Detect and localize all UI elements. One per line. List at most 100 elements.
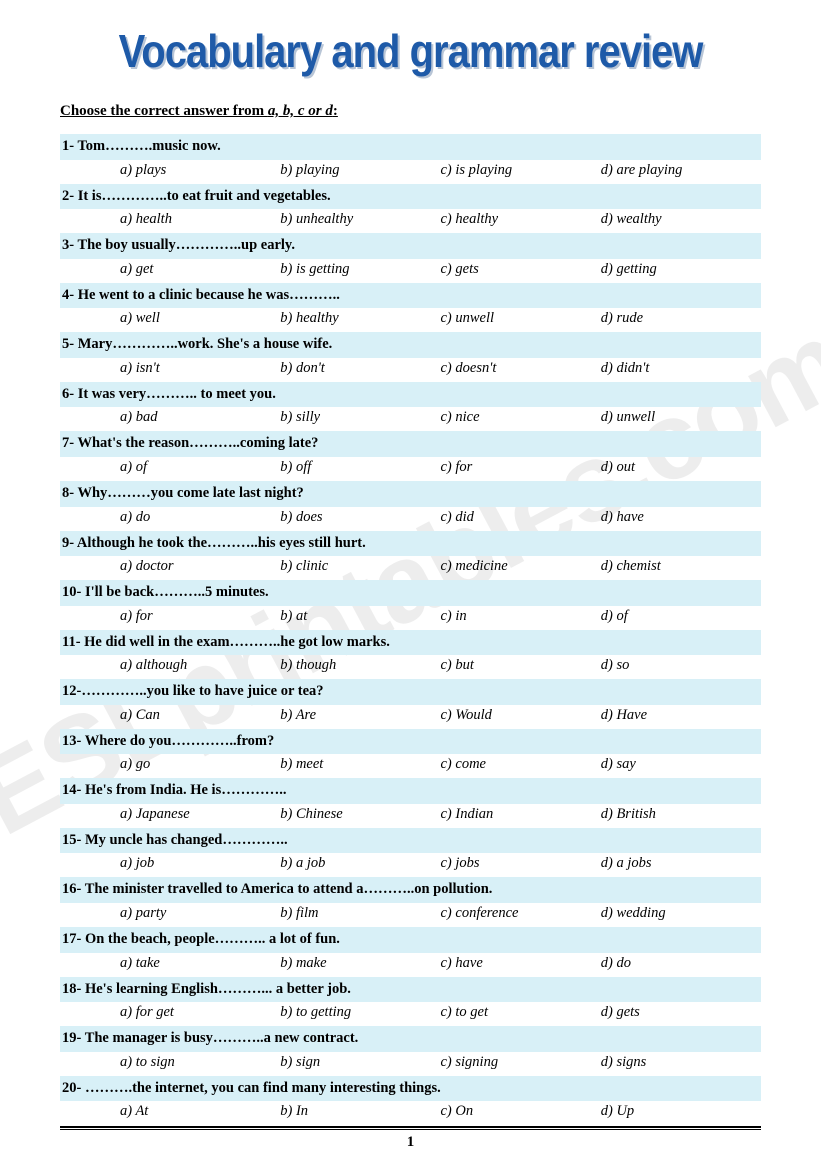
question-row: 14- He's from India. He is…………..a) Japan…	[60, 778, 761, 826]
question-prompt: 13- Where do you…………..from?	[60, 729, 761, 755]
option-a: a) well	[120, 310, 280, 327]
option-d: d) didn't	[601, 360, 761, 377]
option-a: a) although	[120, 657, 280, 674]
question-prompt: 20- ……….the internet, you can find many …	[60, 1076, 761, 1102]
options-row: a) doctorb) clinicc) medicined) chemist	[60, 556, 761, 578]
options-row: a) ofb) offc) ford) out	[60, 457, 761, 479]
options-row: a) getb) is gettingc) getsd) getting	[60, 259, 761, 281]
option-c: c) come	[441, 756, 601, 773]
option-a: a) take	[120, 955, 280, 972]
options-row: a) partyb) filmc) conferenced) wedding	[60, 903, 761, 925]
options-row: a) Atb) Inc) Ond) Up	[60, 1101, 761, 1123]
page-title: Vocabulary and grammar review	[60, 27, 761, 79]
option-c: c) is playing	[441, 162, 601, 179]
option-a: a) for get	[120, 1004, 280, 1021]
option-d: d) of	[601, 608, 761, 625]
option-b: b) unhealthy	[280, 211, 440, 228]
option-a: a) At	[120, 1103, 280, 1120]
options-row: a) althoughb) thoughc) butd) so	[60, 655, 761, 677]
option-a: a) go	[120, 756, 280, 773]
question-row: 11- He did well in the exam………..he got l…	[60, 630, 761, 678]
option-b: b) meet	[280, 756, 440, 773]
option-d: d) are playing	[601, 162, 761, 179]
option-d: d) signs	[601, 1054, 761, 1071]
option-a: a) get	[120, 261, 280, 278]
footer-rule-thin	[60, 1129, 761, 1130]
option-d: d) getting	[601, 261, 761, 278]
question-prompt: 4- He went to a clinic because he was…………	[60, 283, 761, 309]
option-c: c) gets	[441, 261, 601, 278]
option-b: b) a job	[280, 855, 440, 872]
question-prompt: 11- He did well in the exam………..he got l…	[60, 630, 761, 656]
option-b: b) In	[280, 1103, 440, 1120]
options-row: a) Canb) Arec) Wouldd) Have	[60, 705, 761, 727]
option-a: a) isn't	[120, 360, 280, 377]
option-c: c) nice	[441, 409, 601, 426]
option-c: c) to get	[441, 1004, 601, 1021]
question-row: 6- It was very……….. to meet you.a) badb)…	[60, 382, 761, 430]
question-prompt: 14- He's from India. He is…………..	[60, 778, 761, 804]
option-a: a) bad	[120, 409, 280, 426]
option-c: c) have	[441, 955, 601, 972]
option-a: a) health	[120, 211, 280, 228]
options-row: a) healthb) unhealthyc) healthyd) wealth…	[60, 209, 761, 231]
options-row: a) for b) atc) ind) of	[60, 606, 761, 628]
footer-rule-thick	[60, 1126, 761, 1128]
question-row: 9- Although he took the………..his eyes sti…	[60, 531, 761, 579]
option-b: b) at	[280, 608, 440, 625]
question-prompt: 6- It was very……….. to meet you.	[60, 382, 761, 408]
option-c: c) Would	[441, 707, 601, 724]
question-row: 8- Why………you come late last night?a) dob…	[60, 481, 761, 529]
options-row: a) playsb) playingc) is playingd) are pl…	[60, 160, 761, 182]
option-c: c) Indian	[441, 806, 601, 823]
question-row: 1- Tom……….music now.a) playsb) playingc)…	[60, 134, 761, 182]
option-b: b) playing	[280, 162, 440, 179]
option-a: a) of	[120, 459, 280, 476]
options-row: a) isn'tb) don'tc) doesn'td) didn't	[60, 358, 761, 380]
option-c: c) doesn't	[441, 360, 601, 377]
option-c: c) jobs	[441, 855, 601, 872]
options-row: a) gob) meetc) comed) say	[60, 754, 761, 776]
question-row: 13- Where do you…………..from?a) gob) meetc…	[60, 729, 761, 777]
option-c: c) healthy	[441, 211, 601, 228]
option-a: a) Can	[120, 707, 280, 724]
options-row: a) badb) sillyc) niced) unwell	[60, 407, 761, 429]
option-c: c) medicine	[441, 558, 601, 575]
question-row: 7- What's the reason………..coming late?a) …	[60, 431, 761, 479]
option-d: d) wealthy	[601, 211, 761, 228]
option-b: b) is getting	[280, 261, 440, 278]
question-row: 3- The boy usually…………..up early.a) getb…	[60, 233, 761, 281]
option-d: d) gets	[601, 1004, 761, 1021]
question-row: 19- The manager is busy………..a new contra…	[60, 1026, 761, 1074]
page-number: 1	[60, 1134, 761, 1151]
option-d: d) a jobs	[601, 855, 761, 872]
question-prompt: 16- The minister travelled to America to…	[60, 877, 761, 903]
option-b: b) sign	[280, 1054, 440, 1071]
question-prompt: 15- My uncle has changed…………..	[60, 828, 761, 854]
option-d: d) have	[601, 509, 761, 526]
question-prompt: 3- The boy usually…………..up early.	[60, 233, 761, 259]
options-row: a) for getb) to gettingc) to getd) gets	[60, 1002, 761, 1024]
question-row: 4- He went to a clinic because he was…………	[60, 283, 761, 331]
option-c: c) but	[441, 657, 601, 674]
option-b: b) film	[280, 905, 440, 922]
option-a: a) plays	[120, 162, 280, 179]
question-row: 12-…………..you like to have juice or tea?a…	[60, 679, 761, 727]
option-c: c) in	[441, 608, 601, 625]
option-b: b) does	[280, 509, 440, 526]
option-a: a) doctor	[120, 558, 280, 575]
option-c: c) On	[441, 1103, 601, 1120]
instruction-prefix: Choose the correct answer from	[60, 103, 268, 119]
option-c: c) did	[441, 509, 601, 526]
question-prompt: 17- On the beach, people……….. a lot of f…	[60, 927, 761, 953]
option-d: d) unwell	[601, 409, 761, 426]
question-row: 16- The minister travelled to America to…	[60, 877, 761, 925]
question-list: 1- Tom……….music now.a) playsb) playingc)…	[60, 134, 761, 1123]
option-c: c) unwell	[441, 310, 601, 327]
page: Vocabulary and grammar review Choose the…	[0, 0, 821, 1145]
option-d: d) out	[601, 459, 761, 476]
question-prompt: 19- The manager is busy………..a new contra…	[60, 1026, 761, 1052]
options-row: a) wellb) healthyc) unwelld) rude	[60, 308, 761, 330]
option-b: b) off	[280, 459, 440, 476]
options-row: a) jobb) a jobc) jobsd) a jobs	[60, 853, 761, 875]
